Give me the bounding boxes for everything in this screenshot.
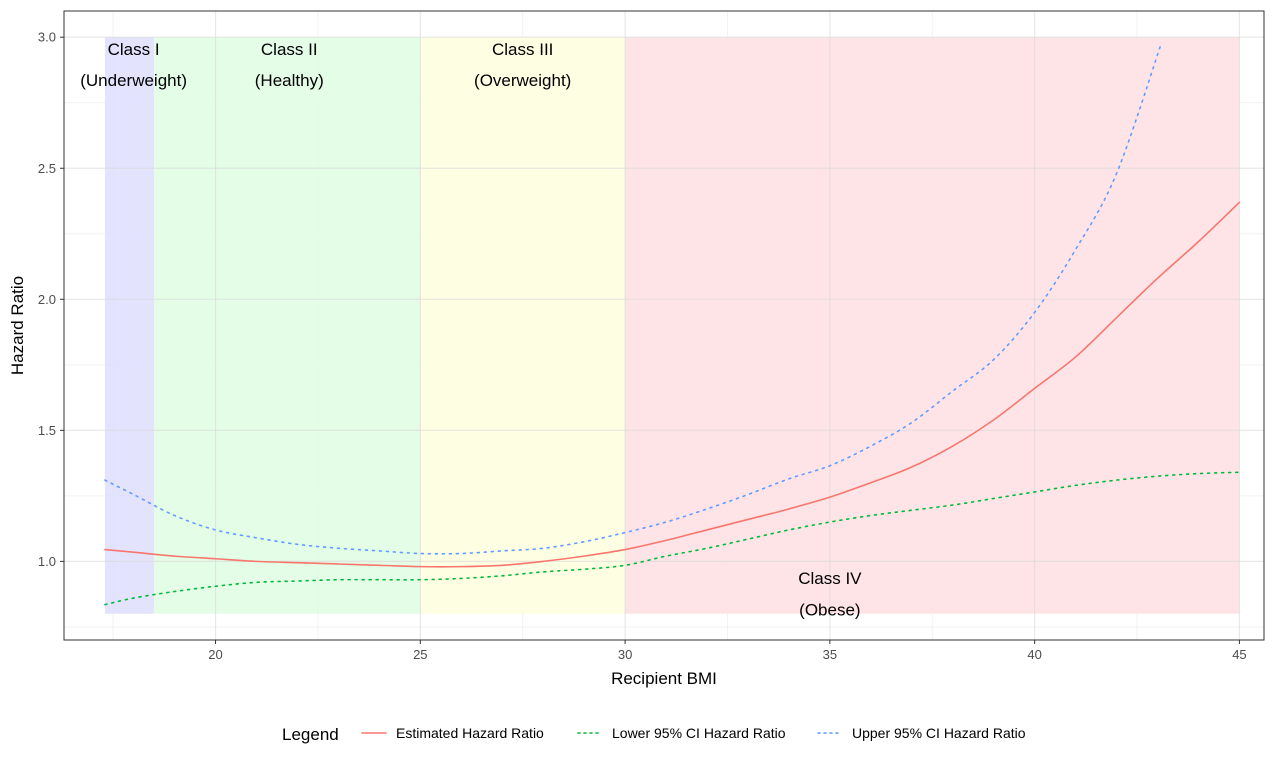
legend-item-label: Upper 95% CI Hazard Ratio: [852, 725, 1026, 741]
y-tick-label: 2.5: [38, 161, 56, 176]
region-label-title: Class IV: [798, 569, 862, 588]
x-tick-label: 35: [823, 647, 837, 662]
region-label-subtitle: (Overweight): [474, 71, 571, 90]
series-line: [104, 471, 1241, 606]
legend-item-label: Lower 95% CI Hazard Ratio: [612, 725, 786, 741]
legend-title: Legend: [282, 725, 339, 744]
x-tick-label: 20: [208, 647, 222, 662]
bmi-region-rect: [154, 37, 421, 614]
legend-item-label: Estimated Hazard Ratio: [396, 725, 544, 741]
series-line: [104, 201, 1241, 568]
y-tick-label: 2.0: [38, 292, 56, 307]
x-tick-label: 40: [1027, 647, 1041, 662]
region-label-title: Class III: [492, 40, 553, 59]
y-tick-label: 3.0: [38, 30, 56, 45]
bmi-region-rect: [104, 37, 155, 614]
region-label-subtitle: (Obese): [799, 601, 860, 620]
series-lines: [104, 41, 1241, 606]
x-tick-label: 25: [413, 647, 427, 662]
bmi-region-rect: [420, 37, 626, 614]
series-line: [104, 41, 1163, 555]
panel-border: [63, 10, 1265, 641]
bmi-region-rect: [625, 37, 1240, 614]
region-label-subtitle: (Healthy): [255, 71, 324, 90]
y-tick-label: 1.0: [38, 554, 56, 569]
y-axis-title: Hazard Ratio: [8, 276, 27, 375]
bmi-class-labels: Class I (Underweight) Class II (Healthy) Cla…: [80, 40, 862, 620]
x-axis-ticks: 20 25 30 35 40 45: [208, 640, 1247, 662]
x-tick-label: 45: [1232, 647, 1246, 662]
x-tick-label: 30: [618, 647, 632, 662]
y-axis-ticks: 1.0 1.5 2.0 2.5 3.0: [38, 30, 64, 569]
region-label-subtitle: (Underweight): [80, 71, 187, 90]
bmi-class-regions: [104, 37, 1240, 614]
legend: Legend Estimated Hazard Ratio Lower 95% C…: [282, 725, 1026, 744]
region-label-title: Class II: [261, 40, 318, 59]
x-axis-title: Recipient BMI: [611, 669, 717, 688]
y-tick-label: 1.5: [38, 423, 56, 438]
region-label-title: Class I: [108, 40, 160, 59]
